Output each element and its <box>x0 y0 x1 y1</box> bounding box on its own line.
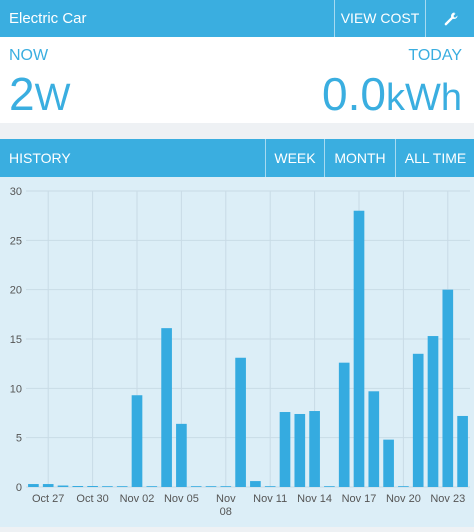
view-cost-button[interactable]: VIEW COST <box>334 0 425 37</box>
x-tick-label: Nov 20 <box>386 493 421 505</box>
bar-nov-15[interactable] <box>324 486 335 487</box>
bar-nov-20[interactable] <box>398 486 409 487</box>
tab-month[interactable]: MONTH <box>324 139 395 177</box>
now-number: 2 <box>9 68 35 120</box>
bar-nov-21[interactable] <box>412 353 424 487</box>
bar-nov-11[interactable] <box>264 486 276 487</box>
tab-week[interactable]: WEEK <box>265 139 324 177</box>
bar-nov-10[interactable] <box>250 481 261 487</box>
bar-oct-26[interactable] <box>28 484 39 487</box>
bar-nov-23[interactable] <box>442 289 454 487</box>
x-tick-label: Nov 02 <box>120 493 155 505</box>
x-tick-label: Nov 23 <box>430 493 465 505</box>
bar-oct-29[interactable] <box>72 486 84 487</box>
y-tick-label: 0 <box>16 482 22 494</box>
history-bar: HISTORY WEEK MONTH ALL TIME <box>0 139 474 177</box>
today-unit: kWh <box>386 77 462 119</box>
y-tick-label: 20 <box>10 285 22 297</box>
bar-nov-07[interactable] <box>205 486 217 487</box>
bar-nov-05[interactable] <box>176 423 187 487</box>
wrench-icon <box>444 12 457 26</box>
bar-nov-22[interactable] <box>427 336 439 487</box>
bar-nov-03[interactable] <box>146 486 158 487</box>
x-tick-label: Oct 30 <box>76 493 108 505</box>
bar-oct-31[interactable] <box>102 486 113 487</box>
today-label: TODAY <box>408 47 462 64</box>
x-tick-label: Nov 08 <box>216 493 236 518</box>
history-chart-svg: 0 5 10 15 20 25 30 Oct 27 Oct 30 Nov 02 Nov 05 Nov 0… <box>10 186 470 518</box>
bar-nov-06[interactable] <box>190 486 202 487</box>
tab-all-time[interactable]: ALL TIME <box>395 139 474 177</box>
now-value: 2W <box>9 67 70 121</box>
today-value: 0.0kWh <box>322 67 462 121</box>
summary-panel: NOW 2W TODAY 0.0kWh <box>0 37 474 123</box>
bar-nov-12[interactable] <box>279 412 291 487</box>
bar-nov-24[interactable] <box>457 415 468 487</box>
bar-nov-14[interactable] <box>309 411 320 487</box>
bar-nov-09[interactable] <box>235 357 246 487</box>
history-chart: 0 5 10 15 20 25 30 Oct 27 Oct 30 Nov 02 Nov 05 Nov 0… <box>0 177 474 527</box>
section-gap <box>0 123 474 139</box>
history-title: HISTORY <box>9 150 71 166</box>
bar-nov-17[interactable] <box>353 210 365 487</box>
bar-oct-30[interactable] <box>87 486 98 487</box>
x-tick-label: Nov 17 <box>342 493 377 505</box>
bar-nov-08[interactable] <box>220 486 232 487</box>
bar-oct-27[interactable] <box>42 484 54 487</box>
bar-nov-02[interactable] <box>131 395 143 487</box>
x-tick-label: Nov 05 <box>164 493 199 505</box>
today-number: 0.0 <box>322 68 386 120</box>
y-tick-label: 5 <box>16 433 22 445</box>
x-tick-label: Oct 27 <box>32 493 64 505</box>
bar-nov-01[interactable] <box>116 486 128 487</box>
bar-nov-19[interactable] <box>383 439 394 487</box>
bar-oct-28[interactable] <box>57 485 69 487</box>
now-unit: W <box>34 77 71 119</box>
y-tick-label: 10 <box>10 383 22 395</box>
y-tick-label: 30 <box>10 186 22 198</box>
y-tick-label: 25 <box>10 235 22 247</box>
bar-nov-16[interactable] <box>338 362 350 487</box>
bar-nov-18[interactable] <box>368 391 380 487</box>
top-bar: Electric Car VIEW COST <box>0 0 474 37</box>
device-title: Electric Car <box>9 10 87 27</box>
bar-nov-04[interactable] <box>161 328 172 487</box>
settings-button[interactable] <box>425 0 474 37</box>
bar-nov-13[interactable] <box>294 413 306 487</box>
now-label: NOW <box>9 47 49 64</box>
y-tick-label: 15 <box>10 334 22 346</box>
x-tick-label: Nov 11 <box>253 493 287 505</box>
x-tick-label: Nov 14 <box>297 493 332 505</box>
